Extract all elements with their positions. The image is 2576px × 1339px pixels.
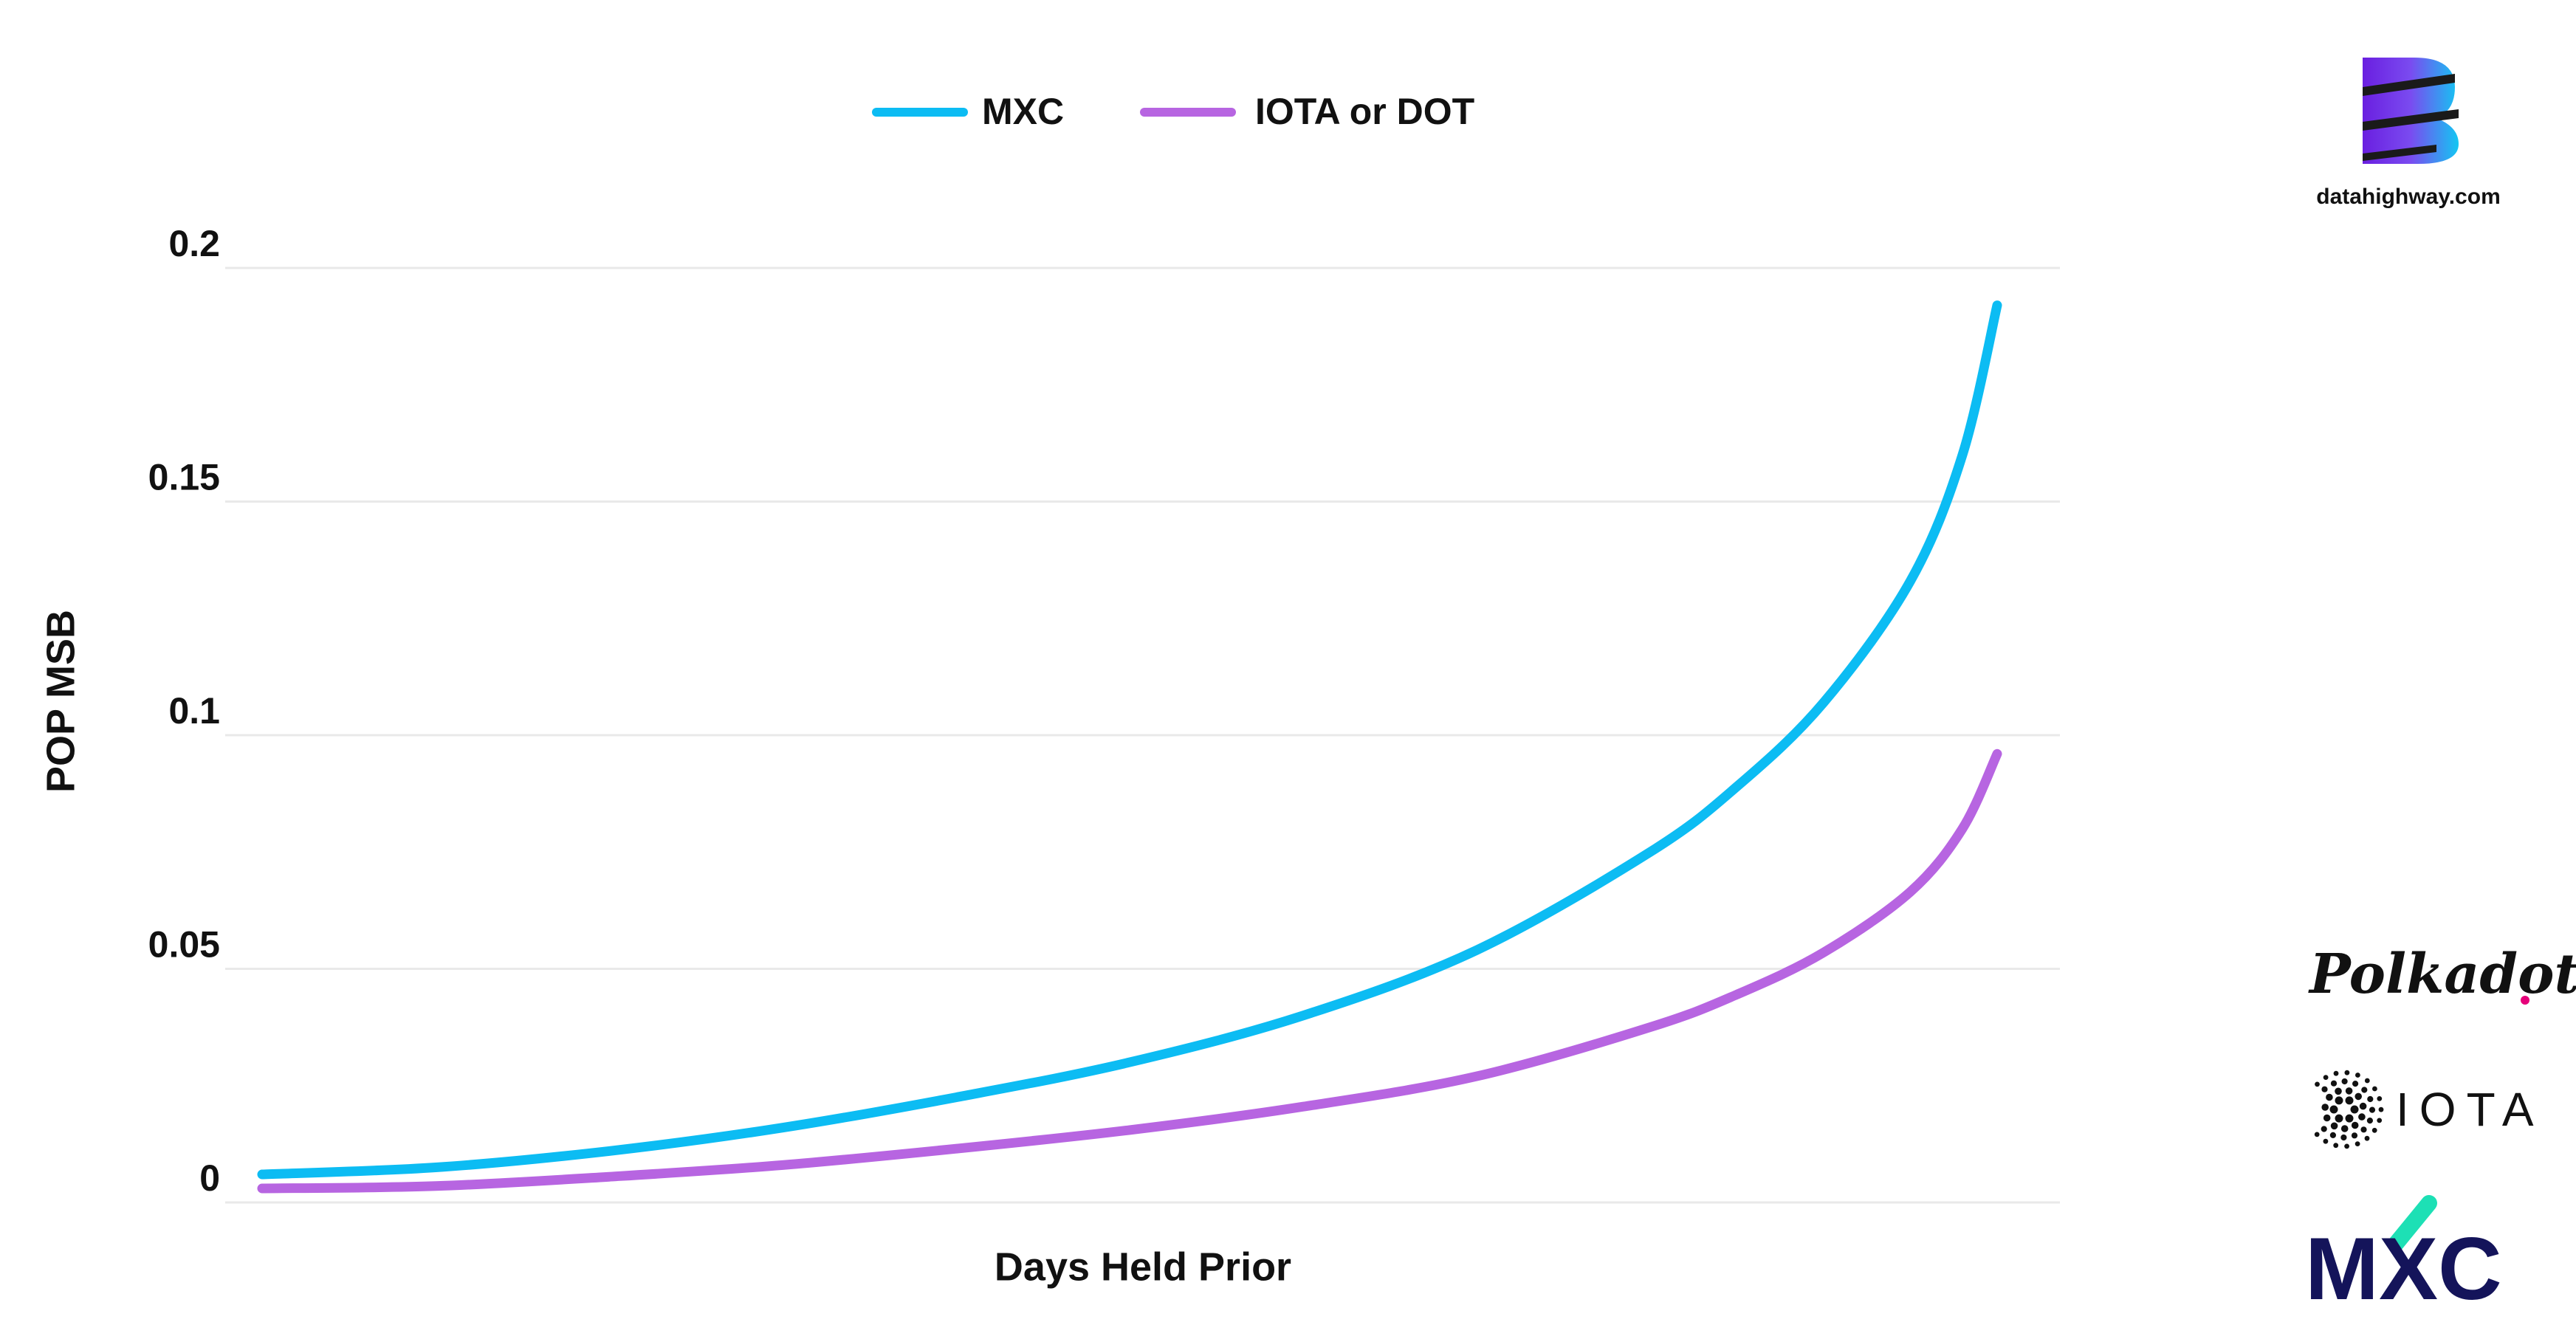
iota-dot — [2364, 1135, 2370, 1141]
mxc-logo: MXC — [2305, 1195, 2502, 1318]
iota-dot — [2335, 1114, 2343, 1123]
legend-label-mxc: MXC — [982, 91, 1064, 132]
iota-dot — [2345, 1087, 2353, 1095]
iota-logo-icon — [2314, 1070, 2384, 1149]
iota-dot — [2360, 1126, 2367, 1133]
y-tick-label: 0 — [199, 1157, 220, 1199]
iota-dot — [2366, 1118, 2373, 1124]
datahighway-url: datahighway.com — [2316, 185, 2501, 209]
iota-dot — [2369, 1106, 2376, 1113]
iota-dot — [2323, 1114, 2331, 1122]
iota-dot — [2371, 1127, 2377, 1133]
iota-dot — [2345, 1114, 2354, 1123]
iota-dot — [2329, 1105, 2338, 1114]
mxc-logo-text: MXC — [2305, 1219, 2502, 1318]
iota-dot — [2333, 1143, 2339, 1149]
y-tick-label: 0.1 — [168, 690, 220, 732]
polkadot-logo-dot — [2521, 996, 2529, 1005]
iota-dot — [2314, 1132, 2320, 1137]
iota-dot — [2378, 1106, 2384, 1112]
iota-dot — [2361, 1087, 2368, 1093]
iota-dot — [2355, 1092, 2362, 1101]
gridlines — [225, 266, 2060, 1204]
y-tick-label: 0.05 — [148, 924, 220, 965]
iota-dot — [2321, 1104, 2329, 1111]
y-tick-labels: 0 0.05 0.1 0.15 0.2 — [148, 223, 220, 1199]
polkadot-logo-text: Polkadot — [2308, 943, 2576, 1006]
iota-dot — [2344, 1070, 2350, 1075]
iota-dot — [2329, 1132, 2336, 1138]
iota-dot — [2344, 1143, 2350, 1149]
iota-dot — [2333, 1070, 2339, 1076]
iota-dot — [2377, 1096, 2383, 1101]
iota-dot — [2352, 1081, 2359, 1087]
iota-dot — [2377, 1118, 2383, 1123]
iota-dot — [2345, 1096, 2354, 1105]
iota-dot — [2341, 1078, 2348, 1085]
iota-dot — [2359, 1102, 2367, 1110]
iota-dot — [2315, 1081, 2320, 1087]
iota-dot — [2335, 1087, 2342, 1095]
iota-dot — [2330, 1122, 2338, 1130]
series-line-iota-or-dot — [257, 748, 2002, 1194]
iota-dot — [2323, 1138, 2329, 1144]
datahighway-logo — [2363, 58, 2459, 164]
iota-dot — [2323, 1075, 2329, 1080]
series-lines — [257, 300, 2002, 1194]
iota-dot — [2351, 1121, 2359, 1129]
y-tick-label: 0.15 — [148, 457, 220, 498]
iota-dot — [2364, 1078, 2370, 1084]
y-axis-title: POP MSB — [38, 610, 83, 793]
iota-dot — [2355, 1073, 2360, 1078]
iota-dot — [2321, 1126, 2327, 1132]
iota-dot — [2340, 1125, 2349, 1132]
iota-dot — [2340, 1134, 2347, 1141]
x-axis-title: Days Held Prior — [995, 1245, 1291, 1289]
iota-dot — [2330, 1080, 2338, 1087]
iota-dot — [2355, 1141, 2360, 1146]
iota-dot — [2351, 1132, 2358, 1139]
iota-dot — [2367, 1095, 2374, 1103]
iota-dot — [2358, 1113, 2366, 1121]
iota-logo-text: IOTA — [2396, 1083, 2544, 1136]
iota-dot — [2372, 1086, 2377, 1092]
iota-dot — [2326, 1093, 2333, 1101]
legend-label-iota-or-dot: IOTA or DOT — [1255, 91, 1474, 132]
iota-dot — [2321, 1086, 2328, 1092]
legend: MXC IOTA or DOT — [872, 91, 1474, 132]
series-line-mxc — [257, 300, 2002, 1180]
iota-dot — [2350, 1105, 2359, 1114]
iota-dot — [2335, 1096, 2343, 1105]
y-tick-label: 0.2 — [168, 223, 220, 264]
